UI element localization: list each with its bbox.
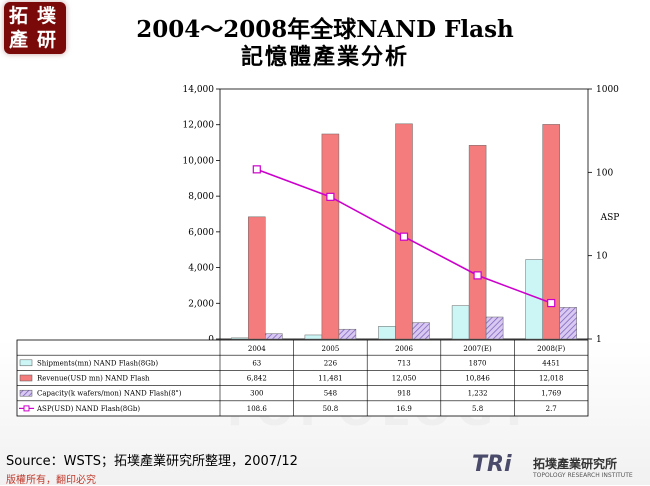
chart-subtitle: 記憶體產業分析 <box>240 44 409 70</box>
bar <box>485 316 504 340</box>
bar <box>265 333 283 340</box>
bar <box>468 145 487 340</box>
legend-entry: Revenue(USD mn) NAND Flash <box>37 375 150 383</box>
data-label: 63 <box>252 359 261 367</box>
bar <box>559 307 577 340</box>
data-label: 16.9 <box>396 405 412 413</box>
data-label: 713 <box>397 359 410 367</box>
logo-char: 產 <box>9 29 29 51</box>
data-label: 50.8 <box>323 405 339 413</box>
y2-axis-label: ASP <box>600 213 620 223</box>
y-tick-label: 2,000 <box>188 299 214 309</box>
logo: 拓 墣 產 研 <box>4 2 66 54</box>
bar <box>395 123 413 340</box>
data-label: 1,769 <box>541 390 561 398</box>
brand-subtitle: TOPOLOGY RESEARCH INSTITUTE <box>533 472 633 479</box>
legend-key <box>23 405 30 412</box>
brand-logo: TRi <box>472 452 512 477</box>
y-tick-label: 6,000 <box>188 228 214 238</box>
bar <box>338 328 357 340</box>
bar <box>451 305 470 340</box>
y-tick-label: 14,000 <box>183 85 215 95</box>
data-label: 11,481 <box>318 375 343 383</box>
logo-char: 研 <box>37 29 57 51</box>
data-label: 4451 <box>542 359 560 367</box>
asp-point <box>326 192 335 201</box>
data-table: 2004 2005 2006 2007(E) 2008(F) Shipments(mn) … <box>16 339 589 417</box>
data-label: 12,018 <box>539 375 564 383</box>
asp-point <box>473 271 482 280</box>
x-category-label: 2006 <box>395 345 413 353</box>
y2-tick-label: 100 <box>596 168 613 178</box>
legend-entry: Shipments(mn) NAND Flash(8Gb) <box>37 359 158 367</box>
legend-entry: ASP(USD) NAND Flash(8Gb) <box>36 405 140 413</box>
brand-name: 拓墣產業研究所 <box>533 457 618 471</box>
y-tick-label: 4,000 <box>188 264 214 274</box>
data-label: 6,842 <box>247 375 267 383</box>
chart: 02,0004,0006,0008,00010,00012,00014,0001… <box>16 85 620 417</box>
data-label: 918 <box>397 390 410 398</box>
chart-title: 2004～2008年全球NAND Flash <box>136 16 514 43</box>
logo-char: 拓 <box>9 5 29 27</box>
x-category-label: 2005 <box>321 345 339 353</box>
bar <box>304 334 323 340</box>
data-label: 12,050 <box>392 375 417 383</box>
data-label: 1870 <box>469 359 487 367</box>
y2-tick-label: 1000 <box>596 85 619 95</box>
y-tick-label: 10,000 <box>183 156 215 166</box>
y-tick-label: 12,000 <box>183 121 215 131</box>
asp-point <box>547 298 556 308</box>
bar <box>231 337 249 340</box>
plot-area: 02,0004,0006,0008,00010,00012,00014,0001… <box>183 85 620 345</box>
data-label: 548 <box>324 390 337 398</box>
bar <box>248 216 266 340</box>
legend-key <box>19 374 33 382</box>
data-label: 226 <box>324 359 338 367</box>
data-label: 300 <box>250 390 263 398</box>
data-label: 10,846 <box>465 375 490 383</box>
data-label: 108.6 <box>247 405 268 413</box>
table-border <box>16 339 589 417</box>
data-label: 2.7 <box>546 405 557 413</box>
bar <box>542 124 560 340</box>
copyright-note: 版權所有，翻印必究 <box>6 475 96 486</box>
bar <box>321 133 340 340</box>
data-label: 1,232 <box>468 390 488 398</box>
bar <box>412 322 430 340</box>
bar <box>378 326 396 340</box>
x-category-label: 2008(F) <box>537 345 565 353</box>
logo-char: 墣 <box>37 5 57 27</box>
y2-tick-label: 1 <box>596 335 602 345</box>
legend-entry: Capacity(k wafers/mon) NAND Flash(8") <box>37 390 182 398</box>
source-note: Source：WSTS；拓墣產業研究所整理，2007/12 <box>6 454 298 469</box>
legend-key <box>19 359 33 367</box>
asp-point <box>252 165 261 174</box>
data-label: 5.8 <box>472 405 483 413</box>
asp-point <box>399 232 409 241</box>
x-category-label: 2004 <box>248 345 266 353</box>
legend-key <box>19 389 33 397</box>
y2-tick-label: 10 <box>596 252 608 262</box>
y-tick-label: 8,000 <box>188 192 214 202</box>
x-category-label: 2007(E) <box>463 345 492 353</box>
